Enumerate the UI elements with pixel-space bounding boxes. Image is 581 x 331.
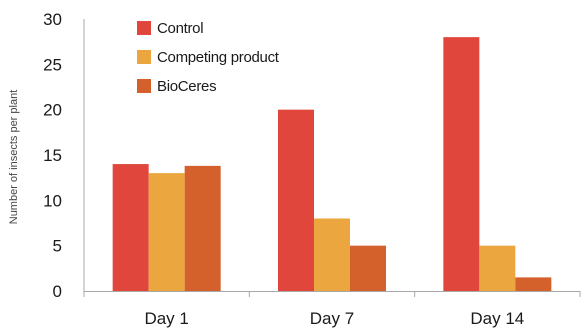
bar-bioceres-day-7 (350, 245, 386, 291)
y-axis-title: Number of insects per plant (8, 90, 20, 225)
bar-competing-product-day-14 (479, 245, 516, 291)
y-tick-label: 20 (43, 101, 62, 120)
bar-competing-product-day-7 (314, 218, 350, 291)
y-axis-ticks: 0 5 10 15 20 25 30 (43, 10, 62, 301)
legend-swatch (137, 21, 151, 35)
y-tick-label: 0 (53, 282, 62, 301)
legend: Control Competing product BioCeres (137, 20, 280, 95)
y-tick-label: 15 (43, 146, 62, 165)
legend-swatch (137, 79, 151, 93)
x-category-label: Day 1 (144, 309, 188, 328)
bar-bioceres-day-14 (515, 277, 552, 291)
legend-swatch (137, 50, 151, 64)
axes (83, 19, 581, 297)
bars (112, 37, 552, 292)
y-tick-label: 30 (43, 10, 62, 29)
legend-label: BioCeres (157, 78, 216, 95)
y-tick-label: 25 (43, 55, 62, 74)
bar-control-day-14 (443, 37, 480, 292)
y-tick-label: 10 (43, 191, 62, 210)
x-category-label: Day 7 (310, 309, 354, 328)
bar-bioceres-day-1 (184, 165, 221, 291)
y-tick-label: 5 (53, 237, 62, 256)
x-category-label: Day 14 (470, 309, 524, 328)
bar-control-day-7 (278, 109, 314, 292)
bar-competing-product-day-1 (148, 173, 185, 291)
legend-label: Control (157, 20, 203, 37)
x-axis-labels: Day 1 Day 7 Day 14 (144, 309, 524, 328)
legend-label: Competing product (157, 49, 280, 66)
bar-control-day-1 (112, 164, 149, 291)
y-axis-title-group: Number of insects per plant (8, 90, 20, 225)
